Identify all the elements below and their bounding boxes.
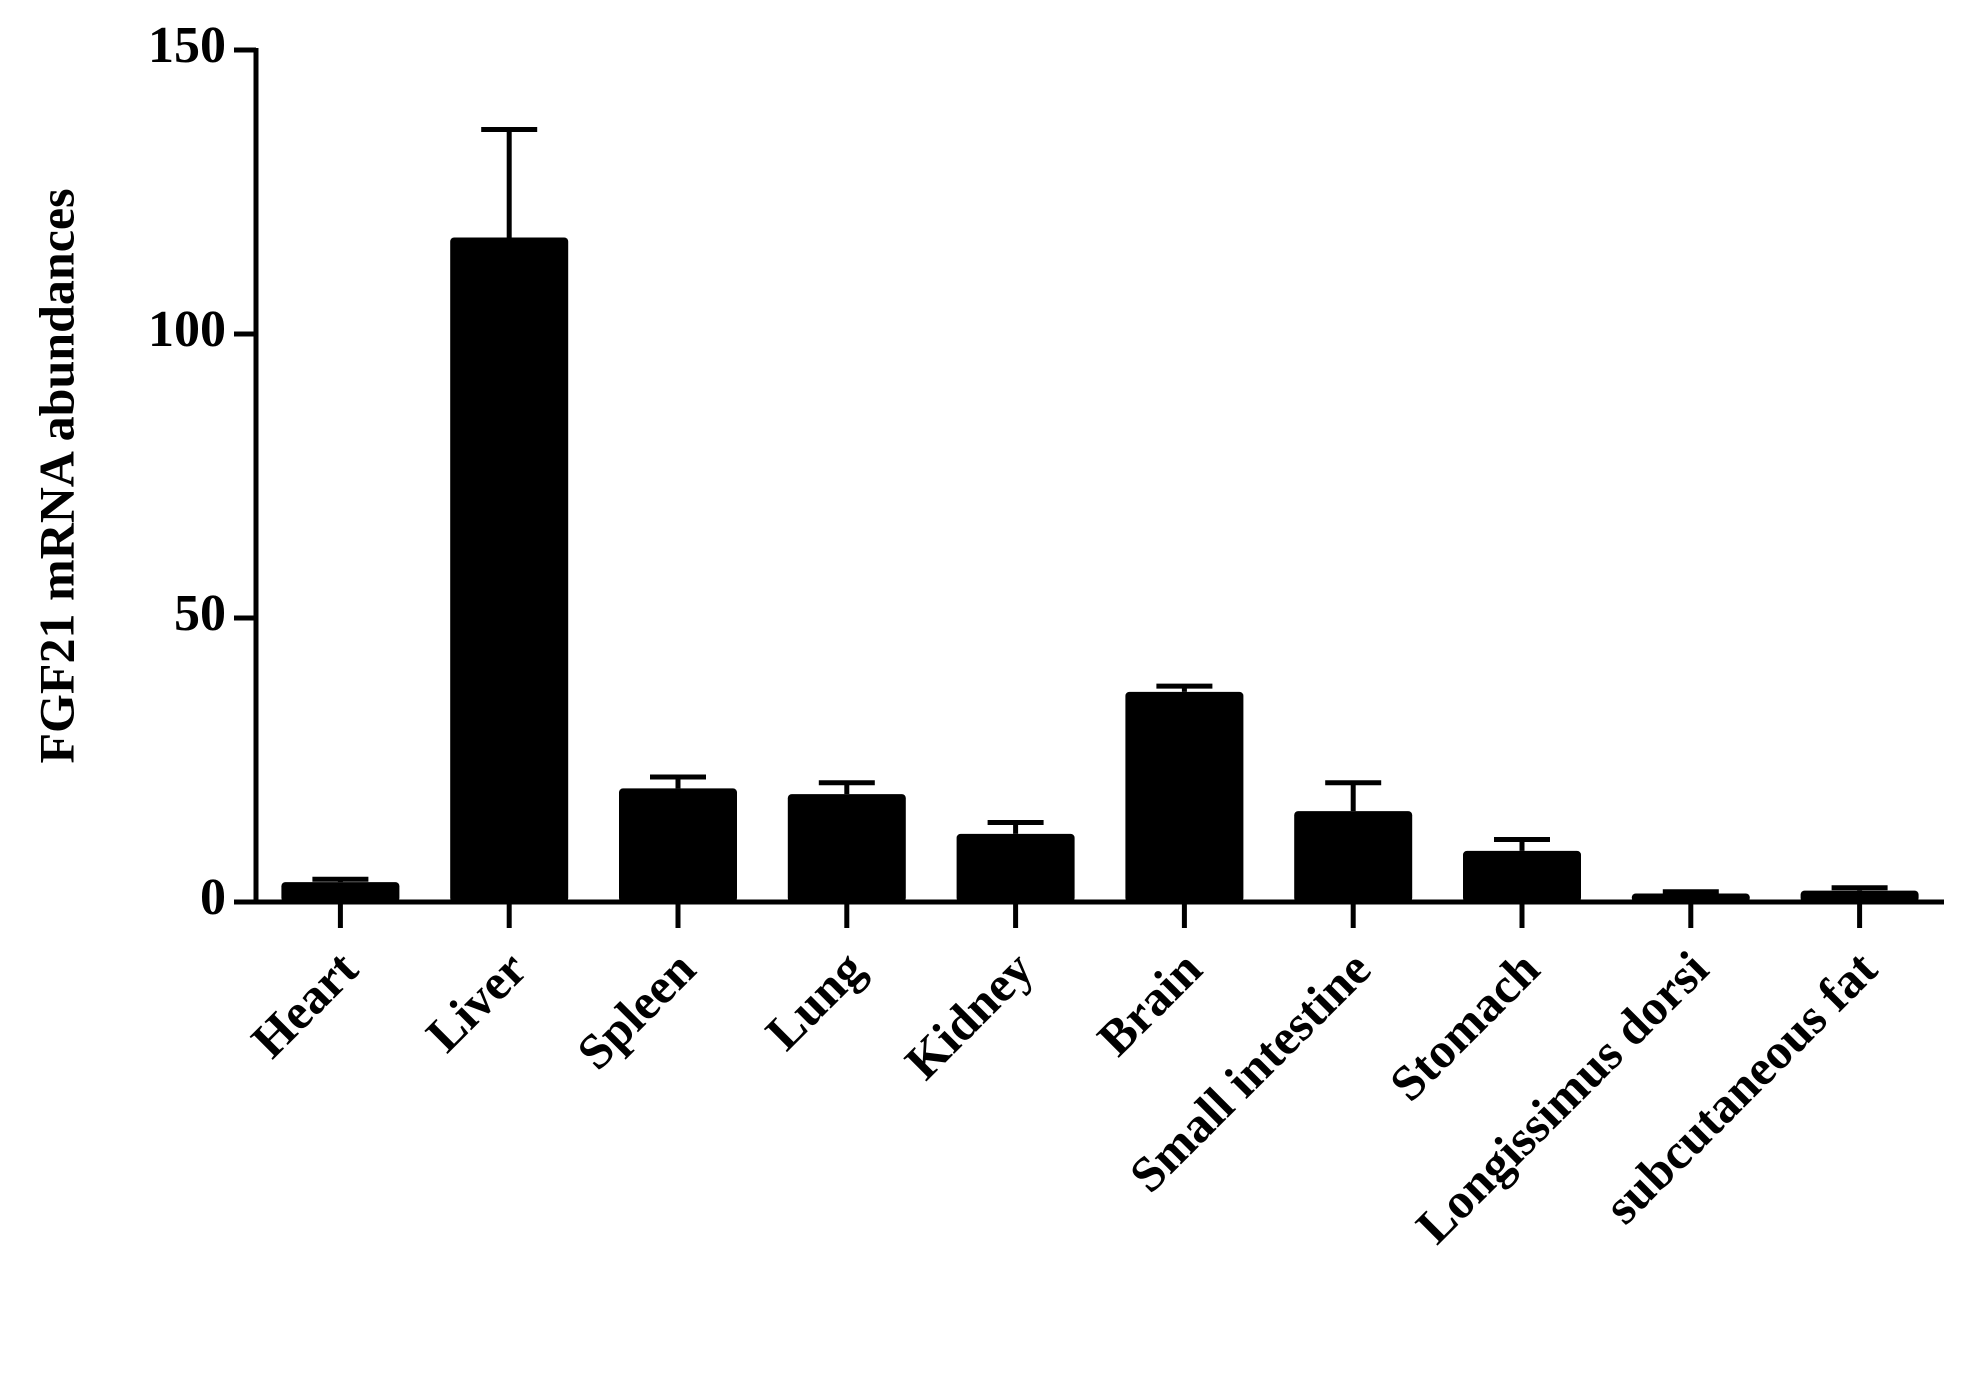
y-tick-label: 0: [200, 869, 226, 926]
x-tick-label: Heart: [240, 940, 368, 1068]
bar: [1631, 893, 1750, 902]
bar: [1463, 850, 1581, 902]
bar: [1294, 811, 1413, 902]
y-tick-label: 50: [174, 585, 226, 642]
bar: [619, 788, 737, 902]
x-tick-label: Spleen: [566, 940, 706, 1080]
x-tick-label: Brain: [1086, 940, 1212, 1066]
x-tick-label: Kidney: [894, 940, 1044, 1090]
x-tick-label: Lung: [755, 940, 875, 1060]
bar: [956, 833, 1075, 902]
bar: [787, 794, 906, 902]
y-tick-label: 100: [148, 301, 226, 358]
y-tick-label: 150: [148, 17, 226, 74]
y-axis-label: FGF21 mRNA abundances: [28, 188, 84, 763]
bar: [450, 237, 569, 902]
x-tick-label: Longissimus dorsi: [1405, 940, 1719, 1254]
bar: [281, 882, 400, 902]
bar: [1125, 691, 1244, 902]
x-tick-label: Liver: [415, 940, 537, 1062]
bar: [1800, 890, 1919, 902]
x-tick-label: Stomach: [1379, 940, 1550, 1111]
